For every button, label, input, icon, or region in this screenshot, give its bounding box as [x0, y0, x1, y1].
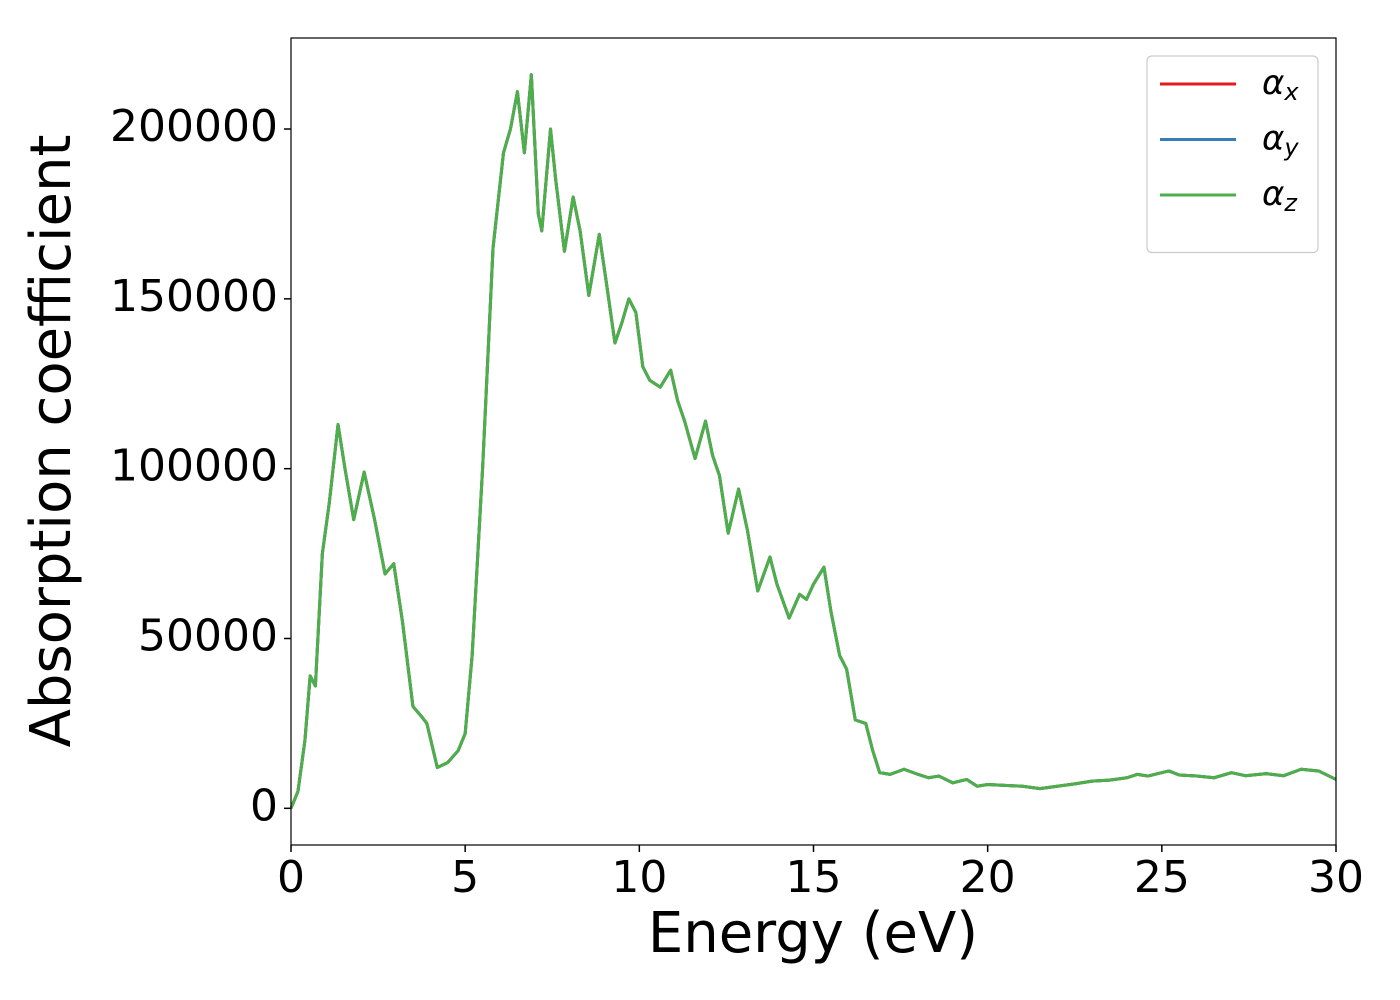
y-tick-label: 200000	[110, 101, 278, 152]
series-line	[289, 73, 1337, 809]
y-axis-label: Absorption coefficient	[19, 135, 84, 748]
legend-label: αz	[1262, 174, 1298, 218]
legend-label: αy	[1262, 118, 1299, 162]
y-tick-label: 100000	[110, 441, 278, 492]
x-tick-label: 10	[611, 852, 667, 903]
legend-box	[1146, 55, 1319, 254]
x-axis-label: Energy (eV)	[648, 901, 978, 966]
x-tick-label: 25	[1134, 852, 1190, 903]
x-tick-label: 30	[1308, 852, 1364, 903]
x-tick-label: 5	[451, 852, 479, 903]
legend: αx αy αz	[1146, 55, 1319, 254]
y-tick-label: 0	[250, 780, 278, 831]
y-tick-label: 150000	[110, 271, 278, 322]
legend-label: αx	[1262, 63, 1299, 107]
x-tick-label: 20	[960, 852, 1016, 903]
x-tick-label: 15	[786, 852, 842, 903]
y-tick-label: 50000	[138, 610, 278, 661]
x-tick-label: 0	[277, 852, 305, 903]
plot-frame	[290, 37, 1337, 846]
